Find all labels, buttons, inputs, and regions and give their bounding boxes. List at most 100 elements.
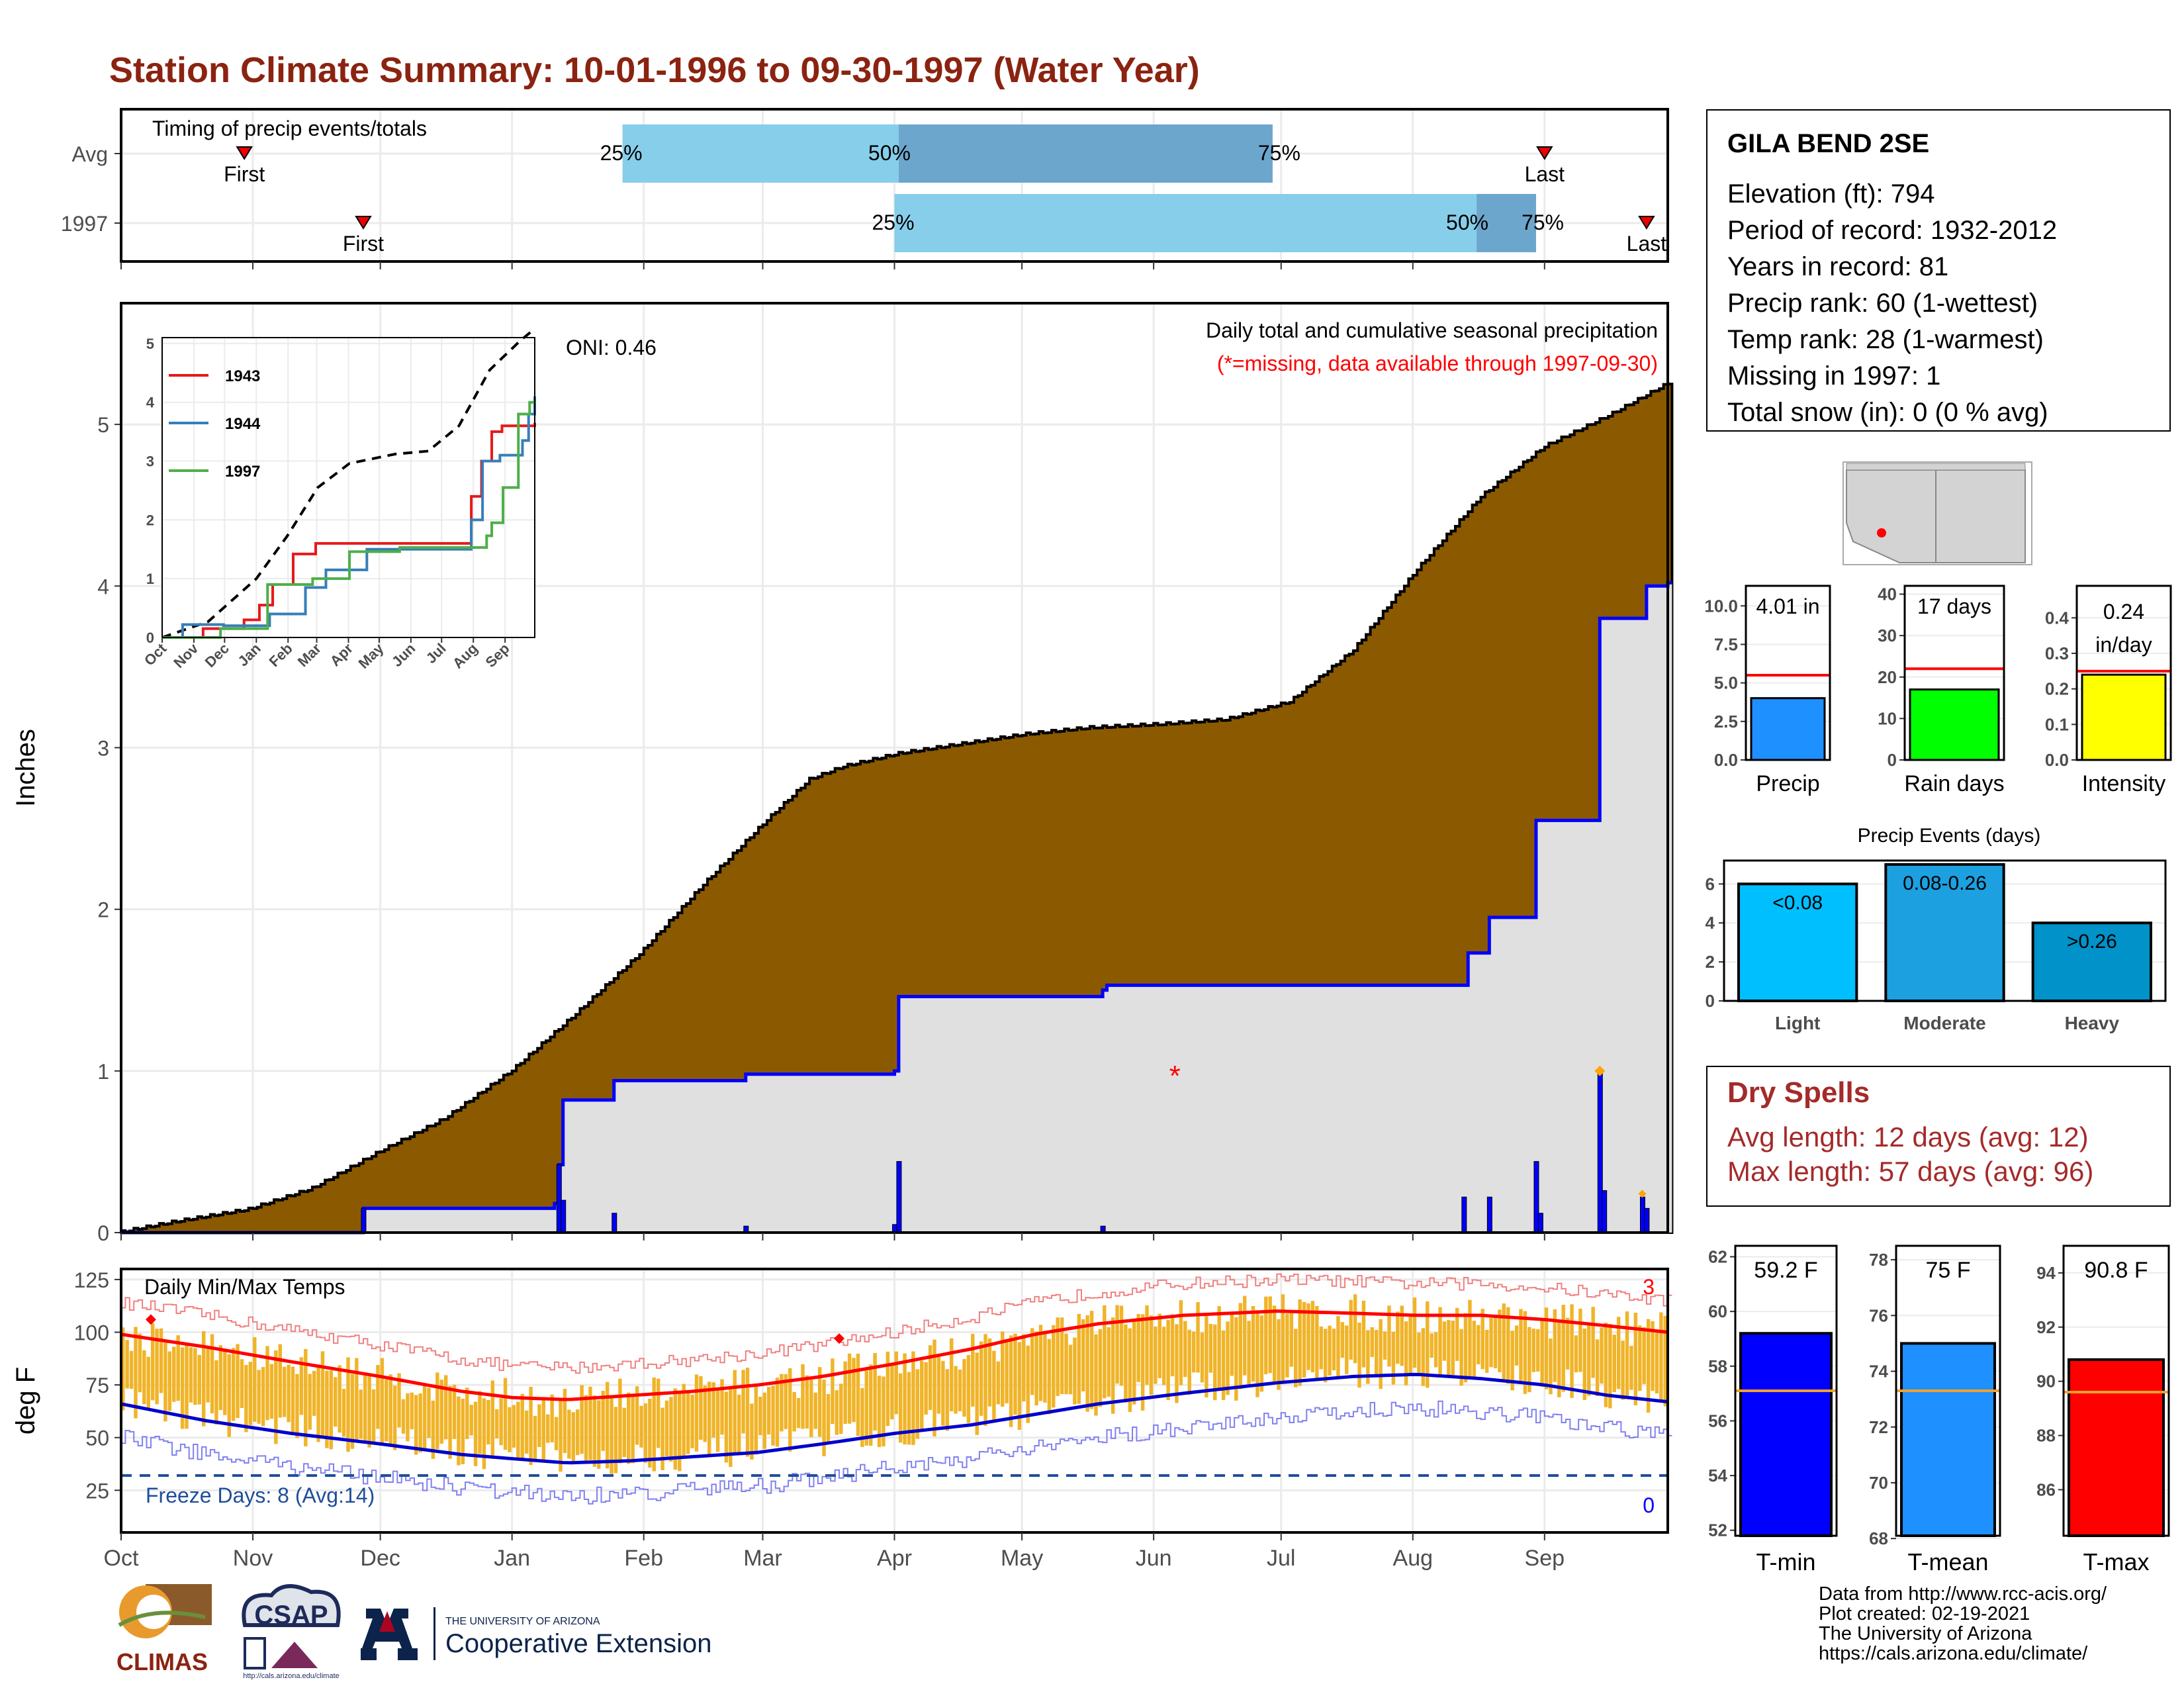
- temp-daily-bar: [1081, 1319, 1085, 1391]
- temp-x-tick-label: Sep: [1525, 1546, 1565, 1571]
- temp-daily-bar: [1005, 1338, 1009, 1403]
- temp-daily-bar: [643, 1403, 648, 1463]
- temp-daily-bar: [320, 1351, 325, 1439]
- temp-daily-bar: [618, 1378, 622, 1464]
- tsum-value-label: 90.8 F: [2084, 1258, 2148, 1283]
- temp-daily-bar: [388, 1374, 392, 1445]
- temp-daily-bar: [355, 1358, 359, 1442]
- temp-daily-bar: [257, 1370, 261, 1424]
- temp-daily-bar: [1519, 1309, 1523, 1385]
- temp-daily-bar: [1213, 1324, 1217, 1401]
- inset-series-line: [162, 422, 536, 639]
- temp-daily-bar: [1089, 1311, 1094, 1409]
- inset-series-line: [162, 396, 536, 639]
- temp-daily-bar: [1506, 1307, 1510, 1384]
- events-bar-label: >0.26: [2067, 931, 2117, 953]
- inset-y-tick-label: 0: [146, 630, 154, 646]
- temp-daily-bar: [537, 1404, 541, 1447]
- temp-daily-bar: [1349, 1299, 1353, 1360]
- temp-daily-bar: [1017, 1342, 1022, 1430]
- temp-daily-bar: [1196, 1302, 1200, 1373]
- temp-daily-bar: [1438, 1307, 1442, 1377]
- temp-daily-bar: [554, 1417, 559, 1450]
- temp-x-tick-label: Oct: [104, 1546, 139, 1571]
- temp-record-max-line: [121, 1273, 1672, 1374]
- temp-daily-bar: [269, 1364, 274, 1419]
- temp-daily-bar: [516, 1401, 520, 1460]
- tsum-panel-frame: [1895, 1244, 2001, 1537]
- temp-daily-bar: [1230, 1313, 1234, 1376]
- total-value-label: in/day: [2095, 633, 2152, 657]
- inset-y-tick-label: 3: [146, 453, 154, 470]
- temp-daily-bar: [936, 1356, 941, 1414]
- temp-daily-bar: [758, 1396, 762, 1436]
- temp-daily-bar: [1034, 1331, 1038, 1406]
- timing-bar-upper: [1477, 194, 1536, 252]
- temp-daily-bar: [1294, 1329, 1298, 1387]
- precip-1997-cumulative-line: [121, 581, 1672, 1235]
- temp-daily-bar: [1115, 1305, 1119, 1384]
- temp-daily-bar: [1226, 1321, 1230, 1395]
- temp-daily-bar: [656, 1378, 660, 1448]
- temp-daily-bar: [1056, 1317, 1060, 1396]
- temp-daily-bar: [185, 1344, 189, 1429]
- temp-daily-bar: [494, 1409, 499, 1439]
- precip-daily-bar: [361, 1207, 367, 1233]
- dry-spells-box: Dry Spells Avg length: 12 days (avg: 12)…: [1706, 1066, 2171, 1207]
- temp-daily-bar: [499, 1398, 503, 1446]
- precip-daily-bar: [1461, 1196, 1467, 1233]
- temp-daily-bar: [664, 1400, 669, 1457]
- tsum-y-tick-label: 90: [2036, 1372, 2056, 1391]
- temp-daily-bar: [1064, 1333, 1068, 1395]
- temp-daily-bar: [1408, 1317, 1412, 1374]
- inset-y-tick-label: 5: [146, 336, 154, 352]
- temp-daily-bar: [1357, 1323, 1361, 1388]
- temp-daily-bar: [385, 1379, 388, 1442]
- temp-daily-bar: [490, 1380, 495, 1459]
- temp-daily-bar: [1098, 1329, 1103, 1407]
- temp-daily-bar: [1340, 1322, 1345, 1358]
- temp-daily-bar: [924, 1362, 928, 1415]
- temp-daily-bar: [1510, 1331, 1514, 1391]
- temp-daily-bar: [1493, 1315, 1498, 1369]
- temp-daily-bar: [737, 1394, 741, 1455]
- temp-daily-bar: [1111, 1317, 1115, 1414]
- temp-daily-bar: [410, 1392, 414, 1430]
- temp-daily-bar: [550, 1394, 554, 1442]
- temp-daily-bar: [341, 1389, 346, 1437]
- temp-daily-bar: [1459, 1329, 1463, 1386]
- credit-line: Plot created: 02-19-2021: [1819, 1603, 2030, 1624]
- temp-daily-bar: [1561, 1305, 1565, 1392]
- temp-daily-bar: [1103, 1305, 1107, 1399]
- total-panel-frame: [1903, 585, 2005, 761]
- temp-daily-bar: [1259, 1315, 1264, 1392]
- tsum-bar: [1900, 1342, 1996, 1537]
- temp-daily-bar: [1187, 1329, 1191, 1395]
- temp-daily-bar: [1217, 1306, 1221, 1390]
- temp-daily-bar: [1565, 1317, 1570, 1370]
- temp-daily-bar: [563, 1389, 567, 1454]
- timing-bar-upper: [898, 124, 1273, 183]
- total-category-label: Precip: [1756, 771, 1819, 796]
- temp-daily-bar: [478, 1391, 482, 1454]
- temp-daily-bar: [1527, 1327, 1531, 1393]
- temp-daily-bar: [941, 1360, 945, 1426]
- temp-daily-bar: [1591, 1307, 1595, 1378]
- total-y-tick-label: 0.0: [2045, 750, 2069, 770]
- temp-daily-bar: [206, 1348, 210, 1403]
- tsum-category-label: T-max: [2083, 1548, 2149, 1575]
- temp-daily-bar: [1277, 1319, 1281, 1390]
- temp-daily-bar: [1629, 1346, 1633, 1390]
- temp-daily-bar: [1107, 1327, 1111, 1397]
- temp-x-tick-label: Apr: [877, 1546, 912, 1571]
- temp-daily-bar: [898, 1373, 903, 1443]
- temp-daily-bar: [771, 1385, 775, 1446]
- tsum-y-tick-label: 56: [1708, 1411, 1727, 1430]
- tsum-bar: [1739, 1332, 1833, 1538]
- temp-daily-bar: [673, 1388, 678, 1470]
- timing-first-label: First: [224, 162, 265, 186]
- temp-daily-bar: [1149, 1315, 1154, 1395]
- temp-daily-bar: [1442, 1321, 1447, 1361]
- station-years: Years in record: 81: [1727, 252, 1949, 281]
- temp-daily-bar: [1332, 1329, 1336, 1371]
